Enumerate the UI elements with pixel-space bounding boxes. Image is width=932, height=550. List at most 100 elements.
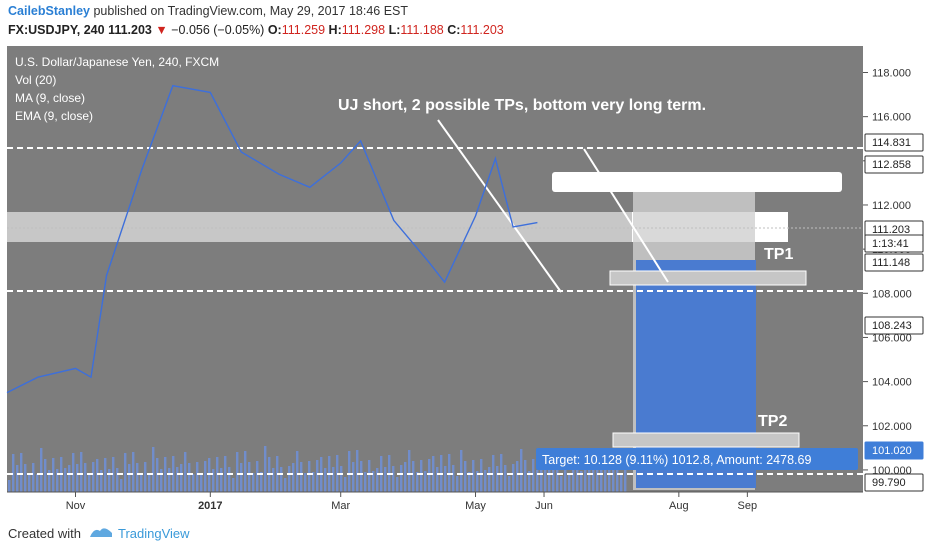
volume-bar [84,463,87,492]
author-link[interactable]: CailebStanley [8,4,90,18]
volume-bar [284,478,287,492]
volume-bar [456,476,459,492]
price-label-box [864,234,924,253]
volume-bar [364,472,367,492]
volume-bar [128,464,131,492]
legend: U.S. Dollar/Japanese Yen, 240, FXCM Vol … [15,55,219,123]
volume-bar [576,460,579,492]
quote-line: FX:USDJPY, 240 111.203 ▼ −0.056 (−0.05%)… [8,23,504,37]
price-change: −0.056 (−0.05%) [171,23,265,37]
volume-bar [512,464,515,492]
volume-bar [96,459,99,492]
legend-ema: EMA (9, close) [15,109,93,123]
volume-bar [324,468,327,492]
volume-bar [52,458,55,492]
volume-bar [144,462,147,492]
price-label-box [864,155,924,174]
y-tick-label: 112.000 [872,200,911,212]
volume-bar [160,469,163,492]
volume-bar [580,471,583,492]
volume-bar [248,462,251,492]
volume-bar [436,467,439,492]
volume-bar [176,467,179,492]
volume-bar [356,450,359,492]
volume-bar [280,467,283,492]
volume-bar [212,469,215,492]
legend-ma: MA (9, close) [15,91,85,105]
volume-bar [152,447,155,492]
volume-bar [244,451,247,492]
x-tick-label: Jun [535,500,553,512]
volume-bar [460,450,463,492]
legend-vol: Vol (20) [15,73,56,87]
volume-bar [524,460,527,492]
legend-title: U.S. Dollar/Japanese Yen, 240, FXCM [15,55,219,69]
volume-bar [360,461,363,492]
volume-bar [252,473,255,492]
price-label-box [864,316,924,335]
volume-bar [196,462,199,492]
volume-bar [432,456,435,492]
volume-bar [556,465,559,492]
footer: Created with TradingView [0,518,932,550]
volume-bar [332,467,335,492]
volume-bar [368,460,371,492]
volume-bar [304,473,307,492]
volume-bar [468,472,471,492]
published-text: published on TradingView.com, May 29, 20… [93,4,409,18]
volume-bar [384,467,387,492]
volume-bar [616,464,619,492]
chart-container[interactable]: Nov 2017 Mar May Jun Aug Sep 118.000 116.000 114… [6,46,926,522]
y-tick-label: 104.000 [872,377,912,389]
volume-bar [400,465,403,492]
volume-bar [256,461,259,492]
volume-bar [240,463,243,492]
volume-bar [136,463,139,492]
x-tick-label: Sep [738,500,758,512]
volume-bar [572,449,575,492]
price-line[interactable] [6,84,538,394]
volume-bar [528,471,531,492]
tradingview-link[interactable]: TradingView [118,526,190,541]
volume-bar [180,464,183,492]
price-label-box [864,253,924,272]
volume-bar [8,480,11,492]
high-value: 111.298 [341,23,386,37]
volume-bar [188,463,191,492]
price-label-box [864,133,924,152]
tp2-label: TP2 [758,413,787,430]
volume-bar [272,468,275,492]
volume-bar [588,470,591,492]
trendline-projection [583,148,669,283]
volume-bar [620,475,623,492]
y-tick-label: 102.000 [872,421,912,433]
volume-bar [292,463,295,492]
tradingview-logo-icon[interactable] [88,523,114,541]
low-label: L: [388,23,401,37]
price-chart[interactable]: Nov 2017 Mar May Jun Aug Sep 118.000 116.000 114… [6,46,926,522]
volume-bar [72,453,75,492]
volume-bar [100,470,103,492]
volume-bar [472,460,475,492]
volume-bar [348,451,351,492]
volume-bar [484,470,487,492]
price-labels: 114.831 112.858 111.203 1:13:41 111.148 108.2… [864,133,924,492]
y-tick-label: 108.000 [872,288,912,300]
open-value: 111.259 [281,23,326,37]
volume-bar [392,466,395,492]
low-value: 111.188 [400,23,444,37]
volume-bar [536,470,539,492]
y-tick-label: 116.000 [872,112,911,124]
trendline-down [437,119,562,293]
x-tick-label: May [465,500,486,512]
volume-bar [552,454,555,492]
volume-bar [544,455,547,492]
volume-bar [204,461,207,492]
volume-bar [56,469,59,492]
volume-bar [40,448,43,492]
price-label: 111.148 [872,257,910,269]
volume-bar [412,461,415,492]
close-label: C: [447,23,461,37]
volume-bar [492,455,495,492]
volume-bar [80,452,83,492]
